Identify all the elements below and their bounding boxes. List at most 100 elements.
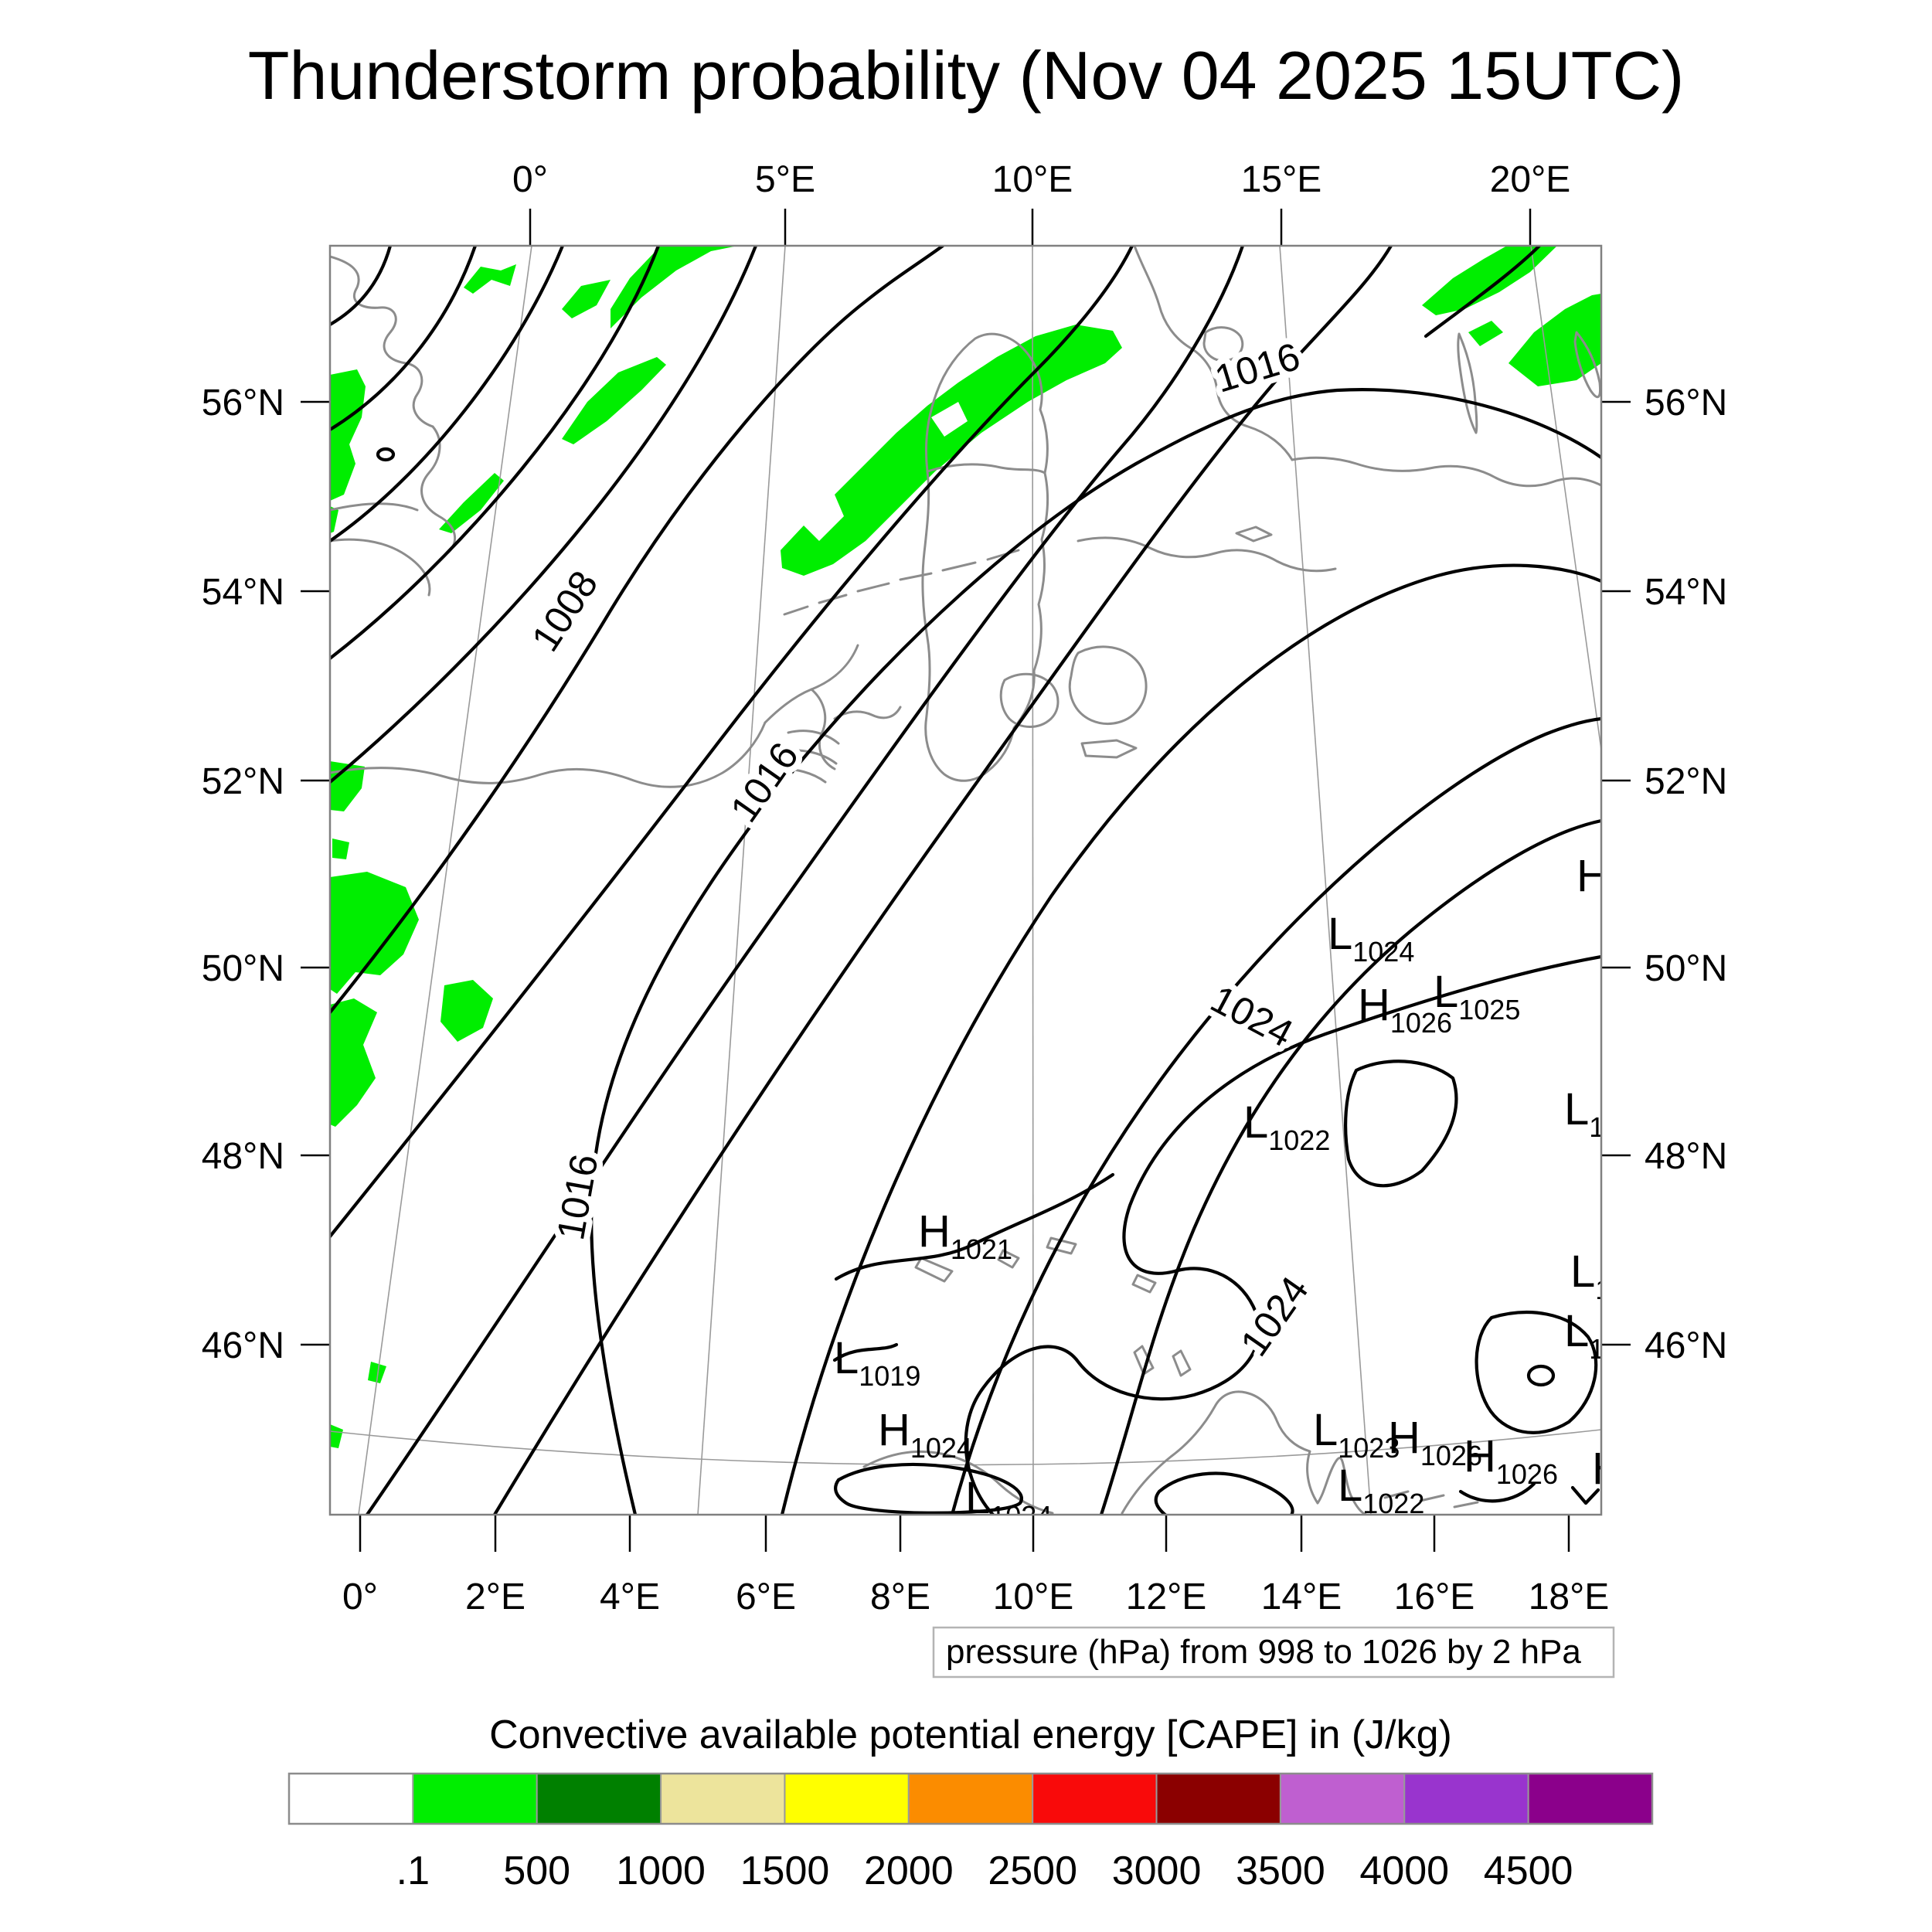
pressure-contour-1022 <box>1099 818 1601 1515</box>
pressure-contour-1024 <box>964 954 1601 1515</box>
coastline <box>1077 536 1337 573</box>
colorbar-tick-label: 3000 <box>1112 1849 1202 1893</box>
top-axis-label: 5°E <box>755 159 815 200</box>
pressure-caption-text: pressure (hPa) from 998 to 1026 by 2 hPa <box>946 1633 1581 1671</box>
left-axis-label: 52°N <box>202 761 284 802</box>
pressure-center-H1026: H1026 <box>1358 980 1452 1039</box>
coastline <box>330 502 431 597</box>
top-axis-label: 15°E <box>1241 159 1322 200</box>
right-axis-label: 48°N <box>1645 1136 1727 1177</box>
left-axis-label: 56°N <box>202 383 284 423</box>
map-frame <box>328 244 1603 1516</box>
pressure-center-H1024: H1024 <box>878 1405 972 1464</box>
pressure-contour-1024 <box>834 1462 1023 1515</box>
left-axis-label: 50°N <box>202 948 284 989</box>
right-axis-label: 56°N <box>1645 383 1727 423</box>
colorbar-tick-label: 4000 <box>1359 1849 1449 1893</box>
coastline <box>1573 331 1601 399</box>
bottom-axis-label: 8°E <box>870 1577 930 1617</box>
cape-shaded-area <box>562 357 666 444</box>
coastline <box>764 644 902 770</box>
page-title: Thunderstorm probability (Nov 04 2025 15… <box>248 37 1685 114</box>
cape-colorbar: .1 500 1000 1500 2000 2500 3000 3500 4000 4500 <box>287 1772 1654 1893</box>
pressure-contour-1010 <box>330 246 1134 1239</box>
pressure-center-L10: L10 <box>1564 1084 1620 1143</box>
coastline <box>921 332 1049 782</box>
pressure-center-L1022: L1022 <box>1243 1097 1330 1156</box>
contour-label-1008: 1008 <box>523 563 607 659</box>
bottom-axis-label: 2°E <box>465 1577 526 1617</box>
bottom-axis-label: 10°E <box>993 1577 1074 1617</box>
bottom-axis-label: 14°E <box>1261 1577 1342 1617</box>
pressure-center-L10: L10 <box>1564 1306 1620 1365</box>
coastline <box>914 1236 1192 1377</box>
cape-shaded-area <box>781 325 1122 576</box>
cape-shaded-area <box>464 264 516 294</box>
bottom-axis-label: 12°E <box>1126 1577 1207 1617</box>
pressure-contour-1026 <box>1458 1481 1536 1503</box>
left-axis-label: 54°N <box>202 572 284 613</box>
pressure-contour-1006 <box>376 447 396 462</box>
right-axis-label: 54°N <box>1645 572 1727 613</box>
pressure-contour-1022 <box>834 1172 1115 1281</box>
cape-shaded-area <box>1509 294 1601 386</box>
coastline <box>775 730 840 784</box>
colorbar-cell <box>1279 1773 1406 1825</box>
colorbar-cell <box>660 1773 786 1825</box>
contour-label-1016: 1016 <box>549 1151 606 1243</box>
graticule-line <box>1032 246 1034 1515</box>
colorbar-cell <box>784 1773 910 1825</box>
pressure-center-L1024: L1024 <box>1328 909 1414 968</box>
legend-title: Convective available potential energy [C… <box>489 1713 1452 1757</box>
colorbar-cell <box>412 1773 538 1825</box>
pressure-caption-box: pressure (hPa) from 998 to 1026 by 2 hPa <box>932 1626 1615 1679</box>
colorbar-tick-label: 4500 <box>1484 1849 1573 1893</box>
cape-shaded-area <box>330 998 377 1127</box>
pressure-center-H: H <box>1577 851 1609 901</box>
colorbar-cell <box>1403 1773 1529 1825</box>
colorbar-tick-label: 500 <box>503 1849 570 1893</box>
cape-shaded-area <box>611 246 738 328</box>
pressure-contour-1014 <box>1423 246 1542 338</box>
pressure-contour-1002 <box>330 246 565 543</box>
colorbar-tick-label: 1000 <box>616 1849 706 1893</box>
pressure-center-H: H <box>1592 1444 1624 1494</box>
colorbar-cell <box>907 1773 1034 1825</box>
pressure-contour-1004 <box>330 246 661 661</box>
cape-shaded-area <box>332 838 349 859</box>
coastline <box>330 721 767 788</box>
pressure-center-L1: L1 <box>1570 1247 1611 1305</box>
colorbar-cell <box>1032 1773 1158 1825</box>
graticule-line <box>1279 246 1372 1515</box>
map-area: 100810161016101610241024L1024H1026L1025H… <box>330 246 1624 1519</box>
right-axis-label: 46°N <box>1645 1325 1727 1366</box>
right-axis-label: 52°N <box>1645 761 1727 802</box>
graticule-line <box>1530 246 1601 750</box>
pressure-contour-1024 <box>1154 1471 1294 1515</box>
colorbar-tick-label: .1 <box>396 1849 430 1893</box>
colorbar-cell <box>288 1773 414 1825</box>
coastline <box>420 425 456 554</box>
pressure-contour-1016 <box>590 388 1601 1515</box>
coastline <box>1457 332 1478 434</box>
cape-shaded-area <box>1422 246 1557 315</box>
coastline <box>1291 456 1601 488</box>
top-axis-label: 20°E <box>1490 159 1571 200</box>
pressure-contour-1020 <box>950 716 1601 1515</box>
pressure-contour-1012 <box>365 246 1245 1515</box>
cape-shaded-area <box>330 369 366 501</box>
pressure-center-L1022: L1022 <box>1338 1461 1424 1519</box>
bottom-axis-label: 4°E <box>600 1577 660 1617</box>
top-axis-label: 0° <box>512 159 548 200</box>
colorbar-tick-label: 2500 <box>988 1849 1077 1893</box>
pressure-contour-1018 <box>780 563 1601 1515</box>
colorbar-tick-label: 3500 <box>1236 1849 1325 1893</box>
colorbar-cell <box>1527 1773 1653 1825</box>
cape-shaded-area <box>439 473 504 533</box>
pressure-contour-1006 <box>330 246 758 784</box>
coastline <box>330 255 434 428</box>
contour-label-1016: 1016 <box>722 735 807 830</box>
pressure-contour-1026 <box>1526 1364 1556 1387</box>
colorbar-tick-label: 2000 <box>864 1849 954 1893</box>
